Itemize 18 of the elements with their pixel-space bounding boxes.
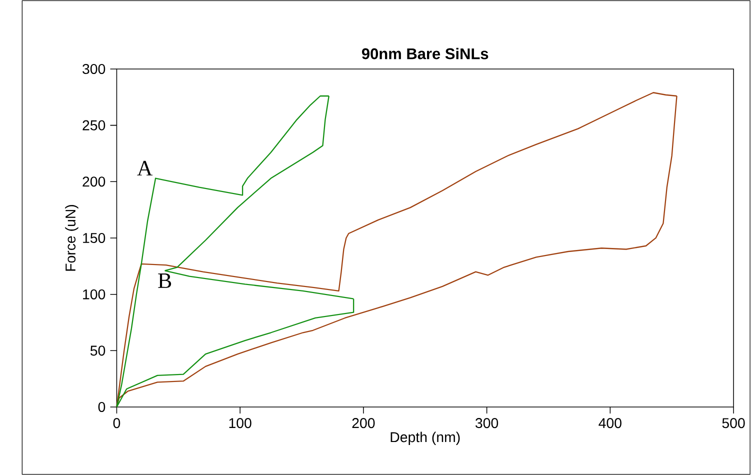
y-tick-label: 300 xyxy=(82,64,106,74)
chart-title: 90nm Bare SiNLs xyxy=(362,48,488,60)
y-tick-label: 250 xyxy=(82,120,106,130)
x-tick-label: 500 xyxy=(722,418,745,428)
x-tick-label: 100 xyxy=(229,418,252,428)
x-tick-label: 400 xyxy=(598,418,622,428)
y-tick-label: 100 xyxy=(83,289,106,300)
y-tick-label: 50 xyxy=(90,346,106,356)
x-tick-label: 300 xyxy=(476,418,498,428)
y-tick-label: 200 xyxy=(82,176,106,187)
y-tick-label: 0 xyxy=(98,402,106,412)
x-tick-label: 0 xyxy=(113,418,120,428)
y-tick-label: 150 xyxy=(83,232,106,244)
x-tick-label: 200 xyxy=(352,418,375,428)
annotation: A xyxy=(137,160,153,176)
annotation: B xyxy=(158,274,172,288)
y-axis-title: Force (uN) xyxy=(65,204,78,271)
x-axis-title: Depth (nm) xyxy=(390,432,460,445)
